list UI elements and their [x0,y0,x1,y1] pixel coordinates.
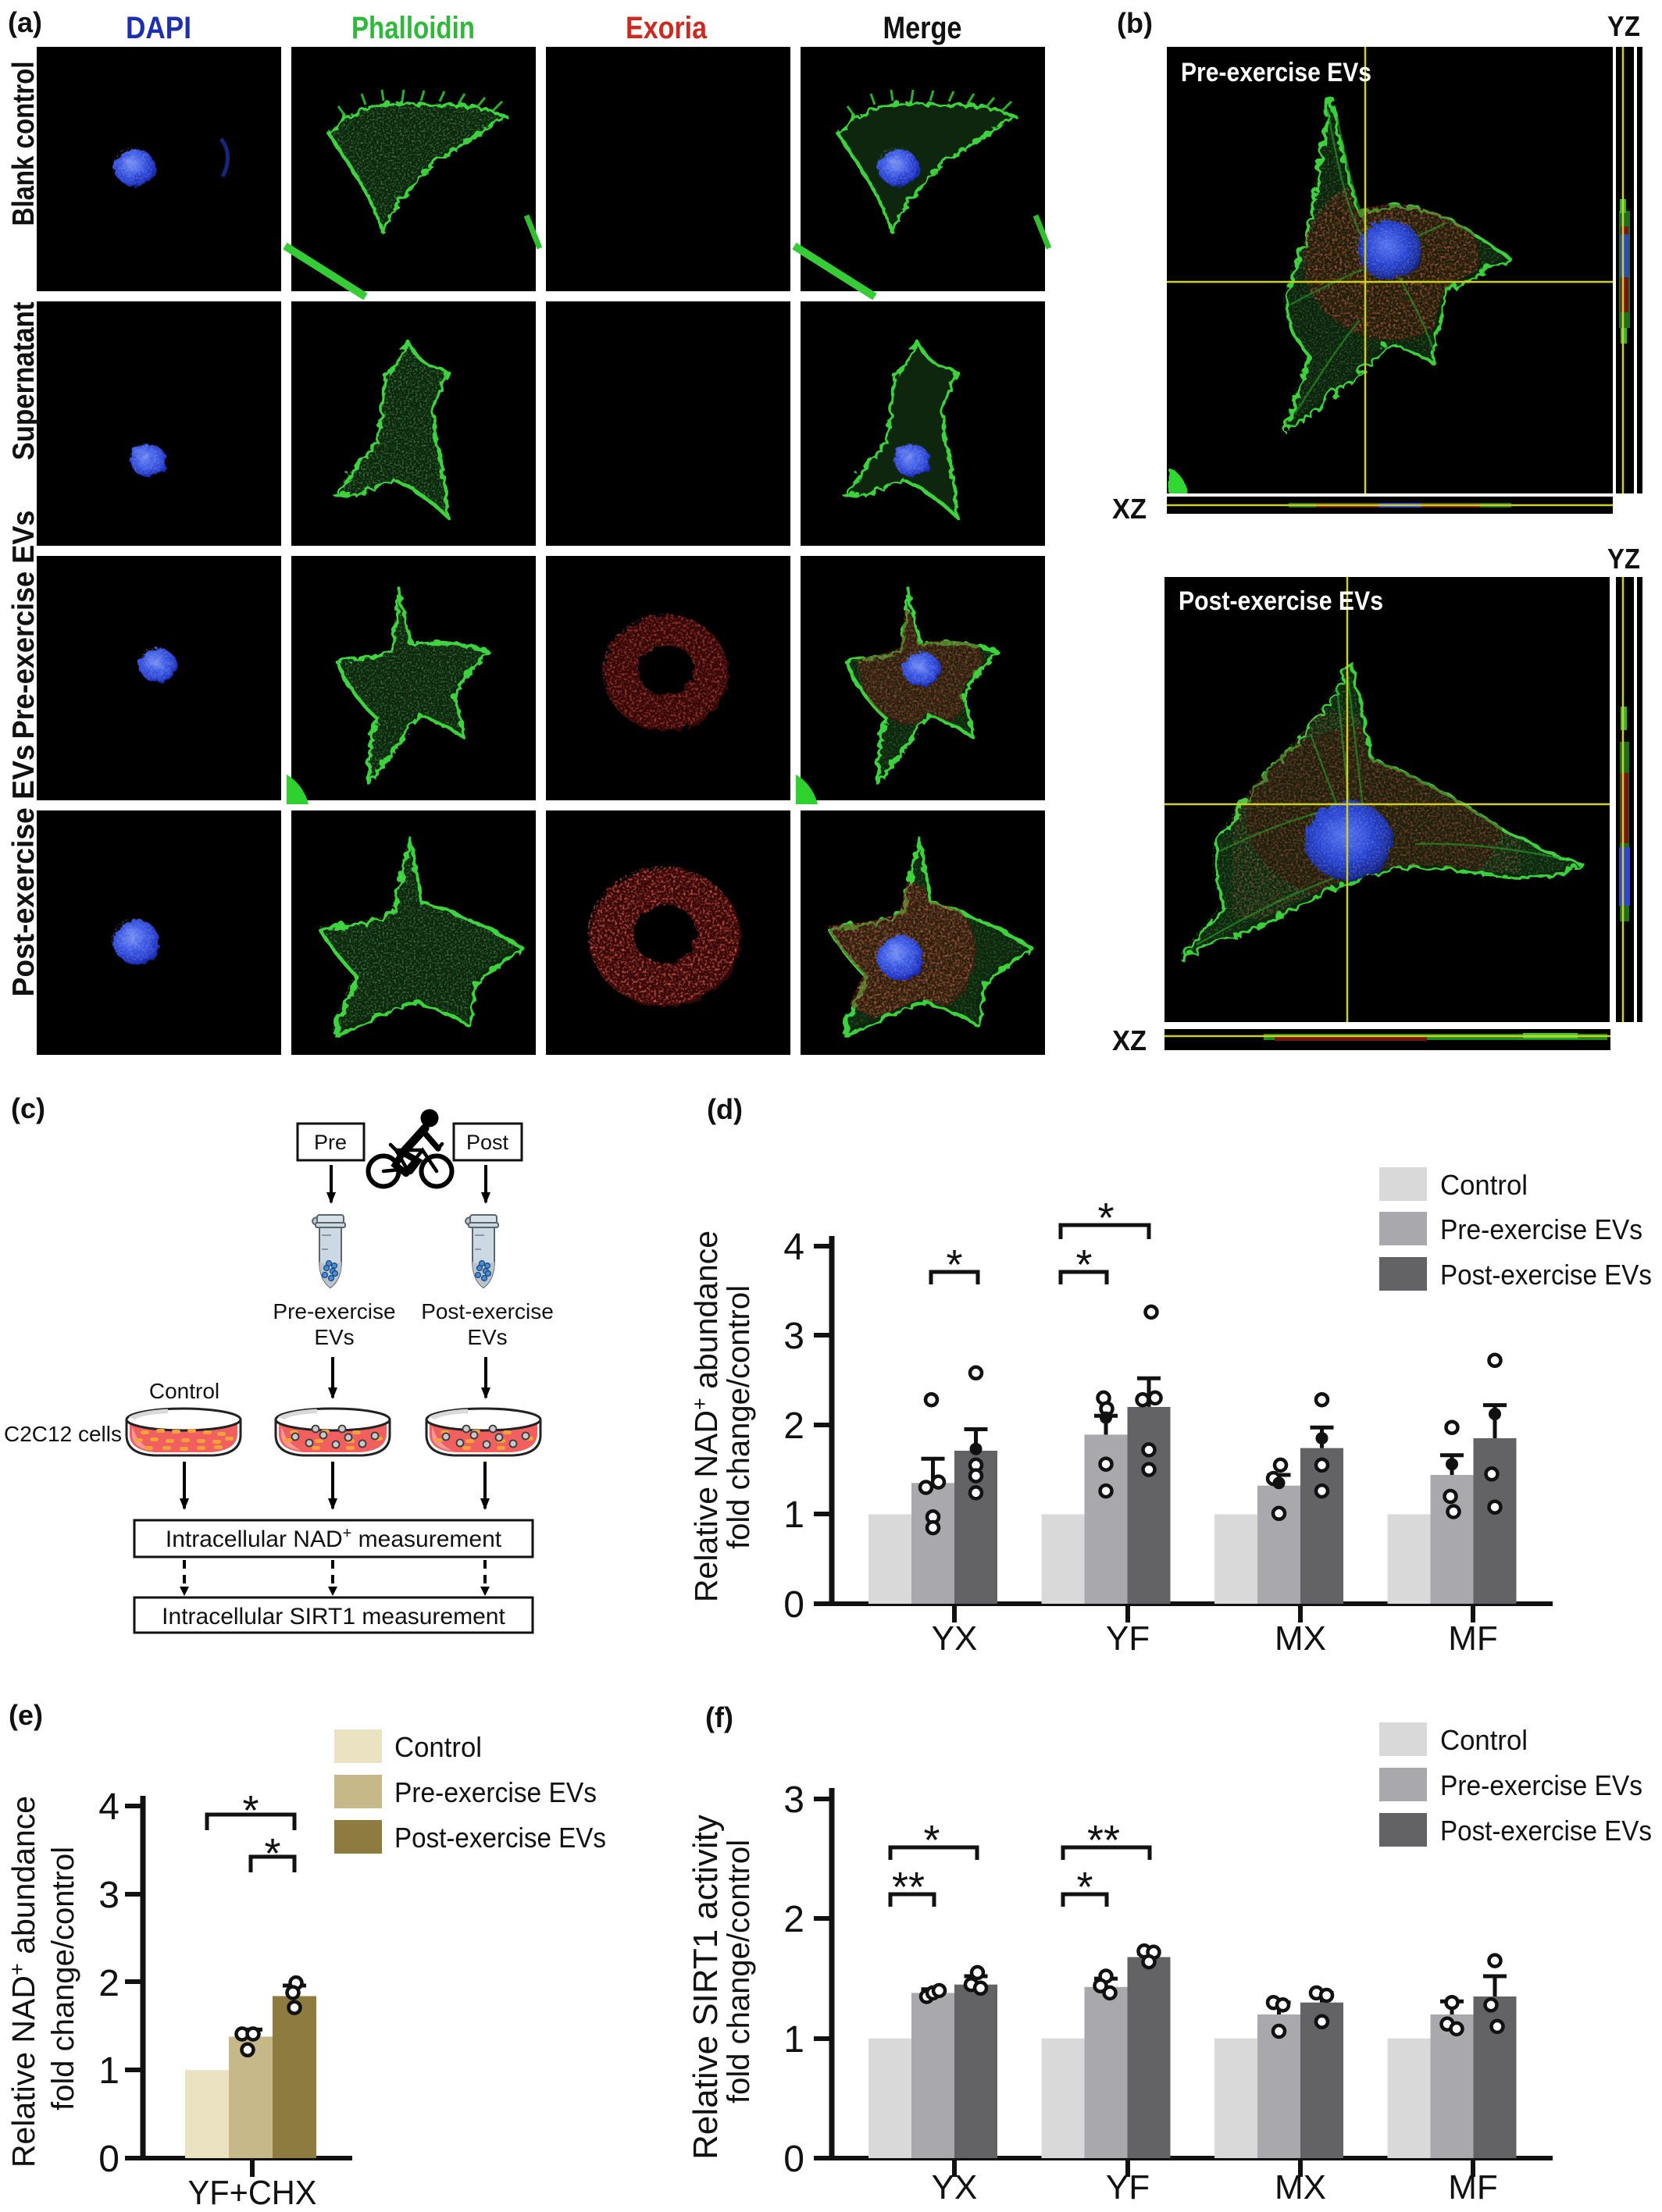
svg-text:2: 2 [98,1963,119,2004]
svg-text:Post-exercise EVs: Post-exercise EVs [1440,1259,1652,1291]
svg-text:3: 3 [98,1875,119,1916]
svg-text:0: 0 [98,2139,119,2180]
svg-text:*: * [946,1241,962,1288]
svg-text:*: * [1076,1864,1093,1911]
svg-text:EVs: EVs [314,1325,354,1349]
svg-text:(f): (f) [705,1701,733,1733]
svg-text:(b): (b) [1117,7,1153,39]
svg-text:Phalloidin: Phalloidin [351,11,475,45]
svg-text:**: ** [892,1864,925,1911]
svg-text:fold change/control: fold change/control [722,1840,756,2103]
svg-text:Post-exercise EVs: Post-exercise EVs [7,745,41,997]
svg-text:Relative NAD+ abundance: Relative NAD+ abundance [688,1231,724,1602]
svg-text:3: 3 [783,1779,804,1821]
svg-text:Supernatant: Supernatant [7,301,41,460]
svg-text:Blank control: Blank control [7,62,41,226]
svg-text:(a): (a) [8,6,42,38]
svg-text:0: 0 [783,2139,804,2180]
svg-text:fold change/control: fold change/control [722,1285,756,1549]
svg-text:EVs: EVs [467,1325,507,1349]
svg-text:YX: YX [932,2168,978,2207]
svg-text:YZ: YZ [1607,10,1640,42]
svg-text:Intracellular SIRT1 measuremen: Intracellular SIRT1 measurement [162,1604,505,1630]
svg-text:Relative NAD+ abundance: Relative NAD+ abundance [5,1796,41,2167]
svg-text:Control: Control [1440,1724,1528,1756]
svg-text:*: * [923,1817,940,1864]
svg-text:XZ: XZ [1112,493,1147,525]
svg-text:4: 4 [783,1227,804,1268]
svg-text:2: 2 [783,1899,804,1940]
svg-text:fold change/control: fold change/control [46,1847,80,2110]
svg-text:1: 1 [783,1494,804,1536]
svg-text:Post-exercise: Post-exercise [421,1299,554,1323]
svg-text:1: 1 [98,2050,119,2092]
svg-text:Post-exercise EVs: Post-exercise EVs [394,1822,606,1854]
svg-text:Relative SIRT1 activity: Relative SIRT1 activity [687,1815,725,2160]
svg-text:Pre-exercise EVs: Pre-exercise EVs [7,511,41,739]
svg-text:Pre: Pre [314,1131,347,1154]
svg-text:2: 2 [783,1405,804,1447]
svg-text:4: 4 [98,1786,119,1828]
svg-text:Pre-exercise EVs: Pre-exercise EVs [1181,58,1371,87]
svg-text:Post-exercise EVs: Post-exercise EVs [1179,586,1383,616]
svg-text:YF+CHX: YF+CHX [188,2174,317,2208]
svg-text:Post: Post [466,1131,509,1154]
svg-text:MF: MF [1448,1619,1498,1658]
svg-text:Pre-exercise EVs: Pre-exercise EVs [394,1776,597,1808]
svg-text:Pre-exercise EVs: Pre-exercise EVs [1440,1213,1642,1245]
svg-text:*: * [242,1787,259,1834]
svg-text:DAPI: DAPI [126,11,191,45]
svg-text:YF: YF [1106,2168,1150,2207]
svg-text:YX: YX [932,1619,978,1658]
svg-text:YZ: YZ [1607,543,1640,575]
svg-text:Intracellular NAD+ measurement: Intracellular NAD+ measurement [166,1525,502,1552]
svg-text:Pre-exercise EVs: Pre-exercise EVs [1440,1769,1642,1801]
svg-text:*: * [1097,1195,1114,1241]
svg-text:MX: MX [1275,2168,1326,2207]
svg-text:MF: MF [1448,2168,1498,2207]
svg-text:MX: MX [1275,1619,1326,1658]
svg-text:YF: YF [1106,1619,1150,1658]
svg-text:Pre-exercise: Pre-exercise [273,1299,395,1323]
svg-text:0: 0 [783,1584,804,1626]
svg-text:Post-exercise EVs: Post-exercise EVs [1440,1815,1652,1847]
svg-text:Control: Control [1440,1169,1528,1201]
svg-text:Control: Control [394,1731,482,1763]
svg-text:C2C12 cells: C2C12 cells [4,1422,122,1446]
svg-text:1: 1 [783,2019,804,2061]
svg-text:*: * [1075,1241,1092,1288]
svg-text:Exoria: Exoria [626,11,708,45]
svg-text:XZ: XZ [1112,1024,1147,1056]
svg-text:**: ** [1087,1817,1120,1864]
svg-text:Control: Control [149,1379,219,1403]
svg-text:3: 3 [783,1316,804,1357]
svg-text:(e): (e) [9,1699,43,1731]
svg-text:(c): (c) [11,1092,45,1124]
svg-text:(d): (d) [707,1093,743,1125]
svg-text:*: * [264,1830,280,1877]
svg-text:Merge: Merge [883,11,962,45]
